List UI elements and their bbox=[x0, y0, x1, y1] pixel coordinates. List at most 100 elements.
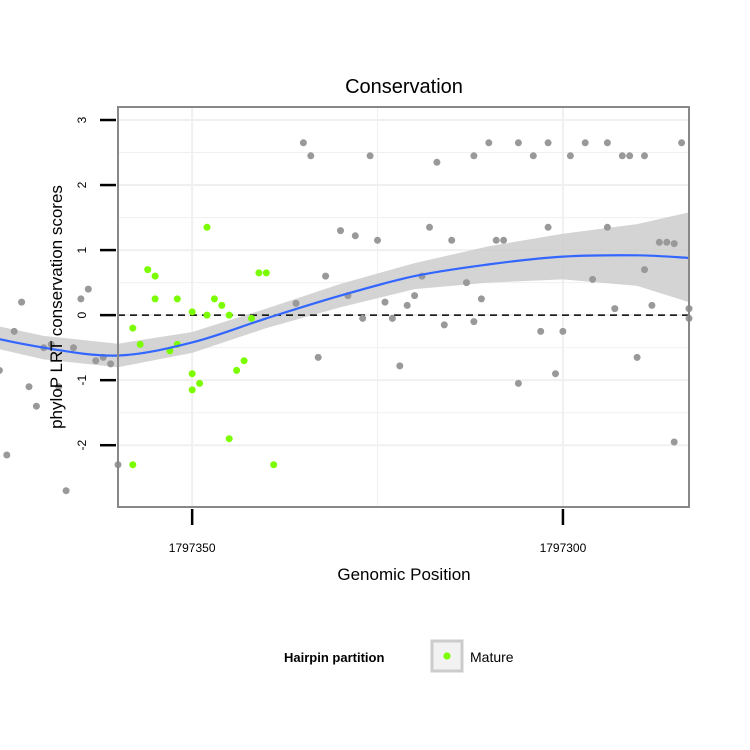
point-other-114 bbox=[544, 139, 552, 147]
point-other-128 bbox=[648, 301, 656, 309]
point-other-131 bbox=[670, 438, 678, 446]
point-other-123 bbox=[618, 152, 626, 160]
point-other-98 bbox=[426, 223, 433, 231]
confidence-band bbox=[0, 212, 689, 368]
point-other-102 bbox=[463, 279, 470, 287]
point-other-88 bbox=[351, 232, 359, 240]
y-tick-label-2: 0 bbox=[75, 311, 89, 318]
point-other-103 bbox=[470, 318, 478, 326]
point-other-115 bbox=[552, 370, 559, 378]
point-other-129 bbox=[655, 238, 663, 246]
smooth-confidence-band bbox=[0, 212, 689, 368]
point-other-90 bbox=[366, 152, 374, 160]
point-other-72 bbox=[55, 383, 63, 391]
point-other-110 bbox=[514, 379, 522, 387]
point-mature-4 bbox=[151, 295, 159, 303]
y-axis: -2 -1 0 1 2 3 bbox=[75, 116, 116, 451]
point-mature-11 bbox=[188, 370, 196, 378]
point-mature-17 bbox=[225, 435, 233, 443]
point-other-106 bbox=[485, 139, 493, 147]
point-mature-10 bbox=[188, 308, 196, 316]
y-axis-title: phyloP LRT conservation scores bbox=[47, 185, 66, 429]
point-mature-0 bbox=[129, 324, 137, 332]
point-other-75 bbox=[77, 295, 85, 303]
point-other-68 bbox=[25, 383, 33, 391]
point-other-85 bbox=[322, 272, 330, 280]
point-mature-9 bbox=[188, 386, 196, 394]
point-mature-13 bbox=[203, 223, 211, 231]
point-mature-5 bbox=[151, 272, 159, 280]
legend: Hairpin partition Mature bbox=[284, 639, 514, 673]
point-other-105 bbox=[477, 295, 485, 303]
point-other-86 bbox=[337, 227, 344, 235]
point-mature-7 bbox=[173, 295, 181, 303]
point-other-81 bbox=[292, 299, 300, 307]
point-other-69 bbox=[32, 402, 40, 410]
point-other-76 bbox=[84, 285, 92, 293]
point-other-95 bbox=[403, 301, 411, 309]
point-mature-21 bbox=[248, 314, 255, 322]
chart-title: Conservation bbox=[345, 76, 463, 98]
point-mature-16 bbox=[218, 301, 226, 309]
point-mature-23 bbox=[262, 269, 270, 277]
point-other-117 bbox=[566, 152, 574, 160]
point-mature-19 bbox=[233, 366, 241, 374]
point-other-119 bbox=[589, 275, 597, 283]
point-other-83 bbox=[307, 152, 315, 160]
point-mature-14 bbox=[203, 311, 211, 319]
y-tick-label-3: 1 bbox=[75, 246, 89, 253]
point-other-77 bbox=[92, 357, 100, 365]
plot-panel-background bbox=[118, 107, 689, 507]
point-other-127 bbox=[641, 152, 648, 160]
point-mature-3 bbox=[144, 266, 152, 274]
point-other-91 bbox=[374, 236, 381, 244]
point-mature-18 bbox=[225, 311, 233, 319]
point-other-122 bbox=[611, 305, 619, 313]
y-tick-label-1: -1 bbox=[75, 375, 89, 386]
point-other-100 bbox=[440, 321, 448, 329]
y-tick-label-5: 3 bbox=[75, 116, 89, 123]
point-other-113 bbox=[544, 223, 552, 231]
point-other-64 bbox=[0, 366, 3, 374]
point-mature-12 bbox=[196, 379, 204, 387]
point-mature-22 bbox=[255, 269, 263, 277]
point-other-108 bbox=[500, 236, 508, 244]
point-other-121 bbox=[603, 139, 611, 147]
point-other-125 bbox=[633, 353, 641, 361]
point-other-104 bbox=[470, 152, 478, 160]
y-tick-label-4: 2 bbox=[75, 181, 89, 188]
point-other-99 bbox=[433, 158, 441, 166]
point-other-124 bbox=[626, 152, 634, 160]
point-mature-2 bbox=[136, 340, 144, 348]
plot-panel-border bbox=[117, 106, 690, 508]
x-axis-title: Genomic Position bbox=[337, 565, 470, 584]
point-other-84 bbox=[314, 353, 322, 361]
point-other-67 bbox=[18, 298, 26, 306]
point-mature-24 bbox=[270, 461, 278, 469]
legend-label-mature: Mature bbox=[470, 649, 514, 665]
point-mature-1 bbox=[129, 461, 137, 469]
point-other-133 bbox=[678, 139, 686, 147]
point-other-74 bbox=[70, 344, 77, 352]
grid-lines bbox=[118, 107, 689, 507]
point-other-65 bbox=[3, 451, 11, 459]
point-other-66 bbox=[10, 327, 18, 335]
point-other-92 bbox=[381, 298, 389, 306]
point-other-89 bbox=[359, 314, 367, 322]
point-other-130 bbox=[663, 238, 671, 246]
point-other-111 bbox=[529, 152, 537, 160]
point-mature-15 bbox=[210, 295, 218, 303]
point-other-101 bbox=[448, 236, 456, 244]
point-other-126 bbox=[641, 266, 648, 274]
point-other-96 bbox=[411, 292, 419, 300]
point-other-79 bbox=[107, 360, 115, 368]
point-other-71 bbox=[47, 340, 55, 348]
x-axis: 179740017973501797300 bbox=[169, 509, 587, 555]
legend-key-mature-swatch bbox=[443, 652, 451, 660]
point-other-112 bbox=[537, 327, 545, 335]
legend-title: Hairpin partition bbox=[284, 650, 384, 665]
point-other-73 bbox=[62, 487, 70, 495]
point-other-94 bbox=[396, 362, 404, 370]
point-other-109 bbox=[514, 139, 522, 147]
